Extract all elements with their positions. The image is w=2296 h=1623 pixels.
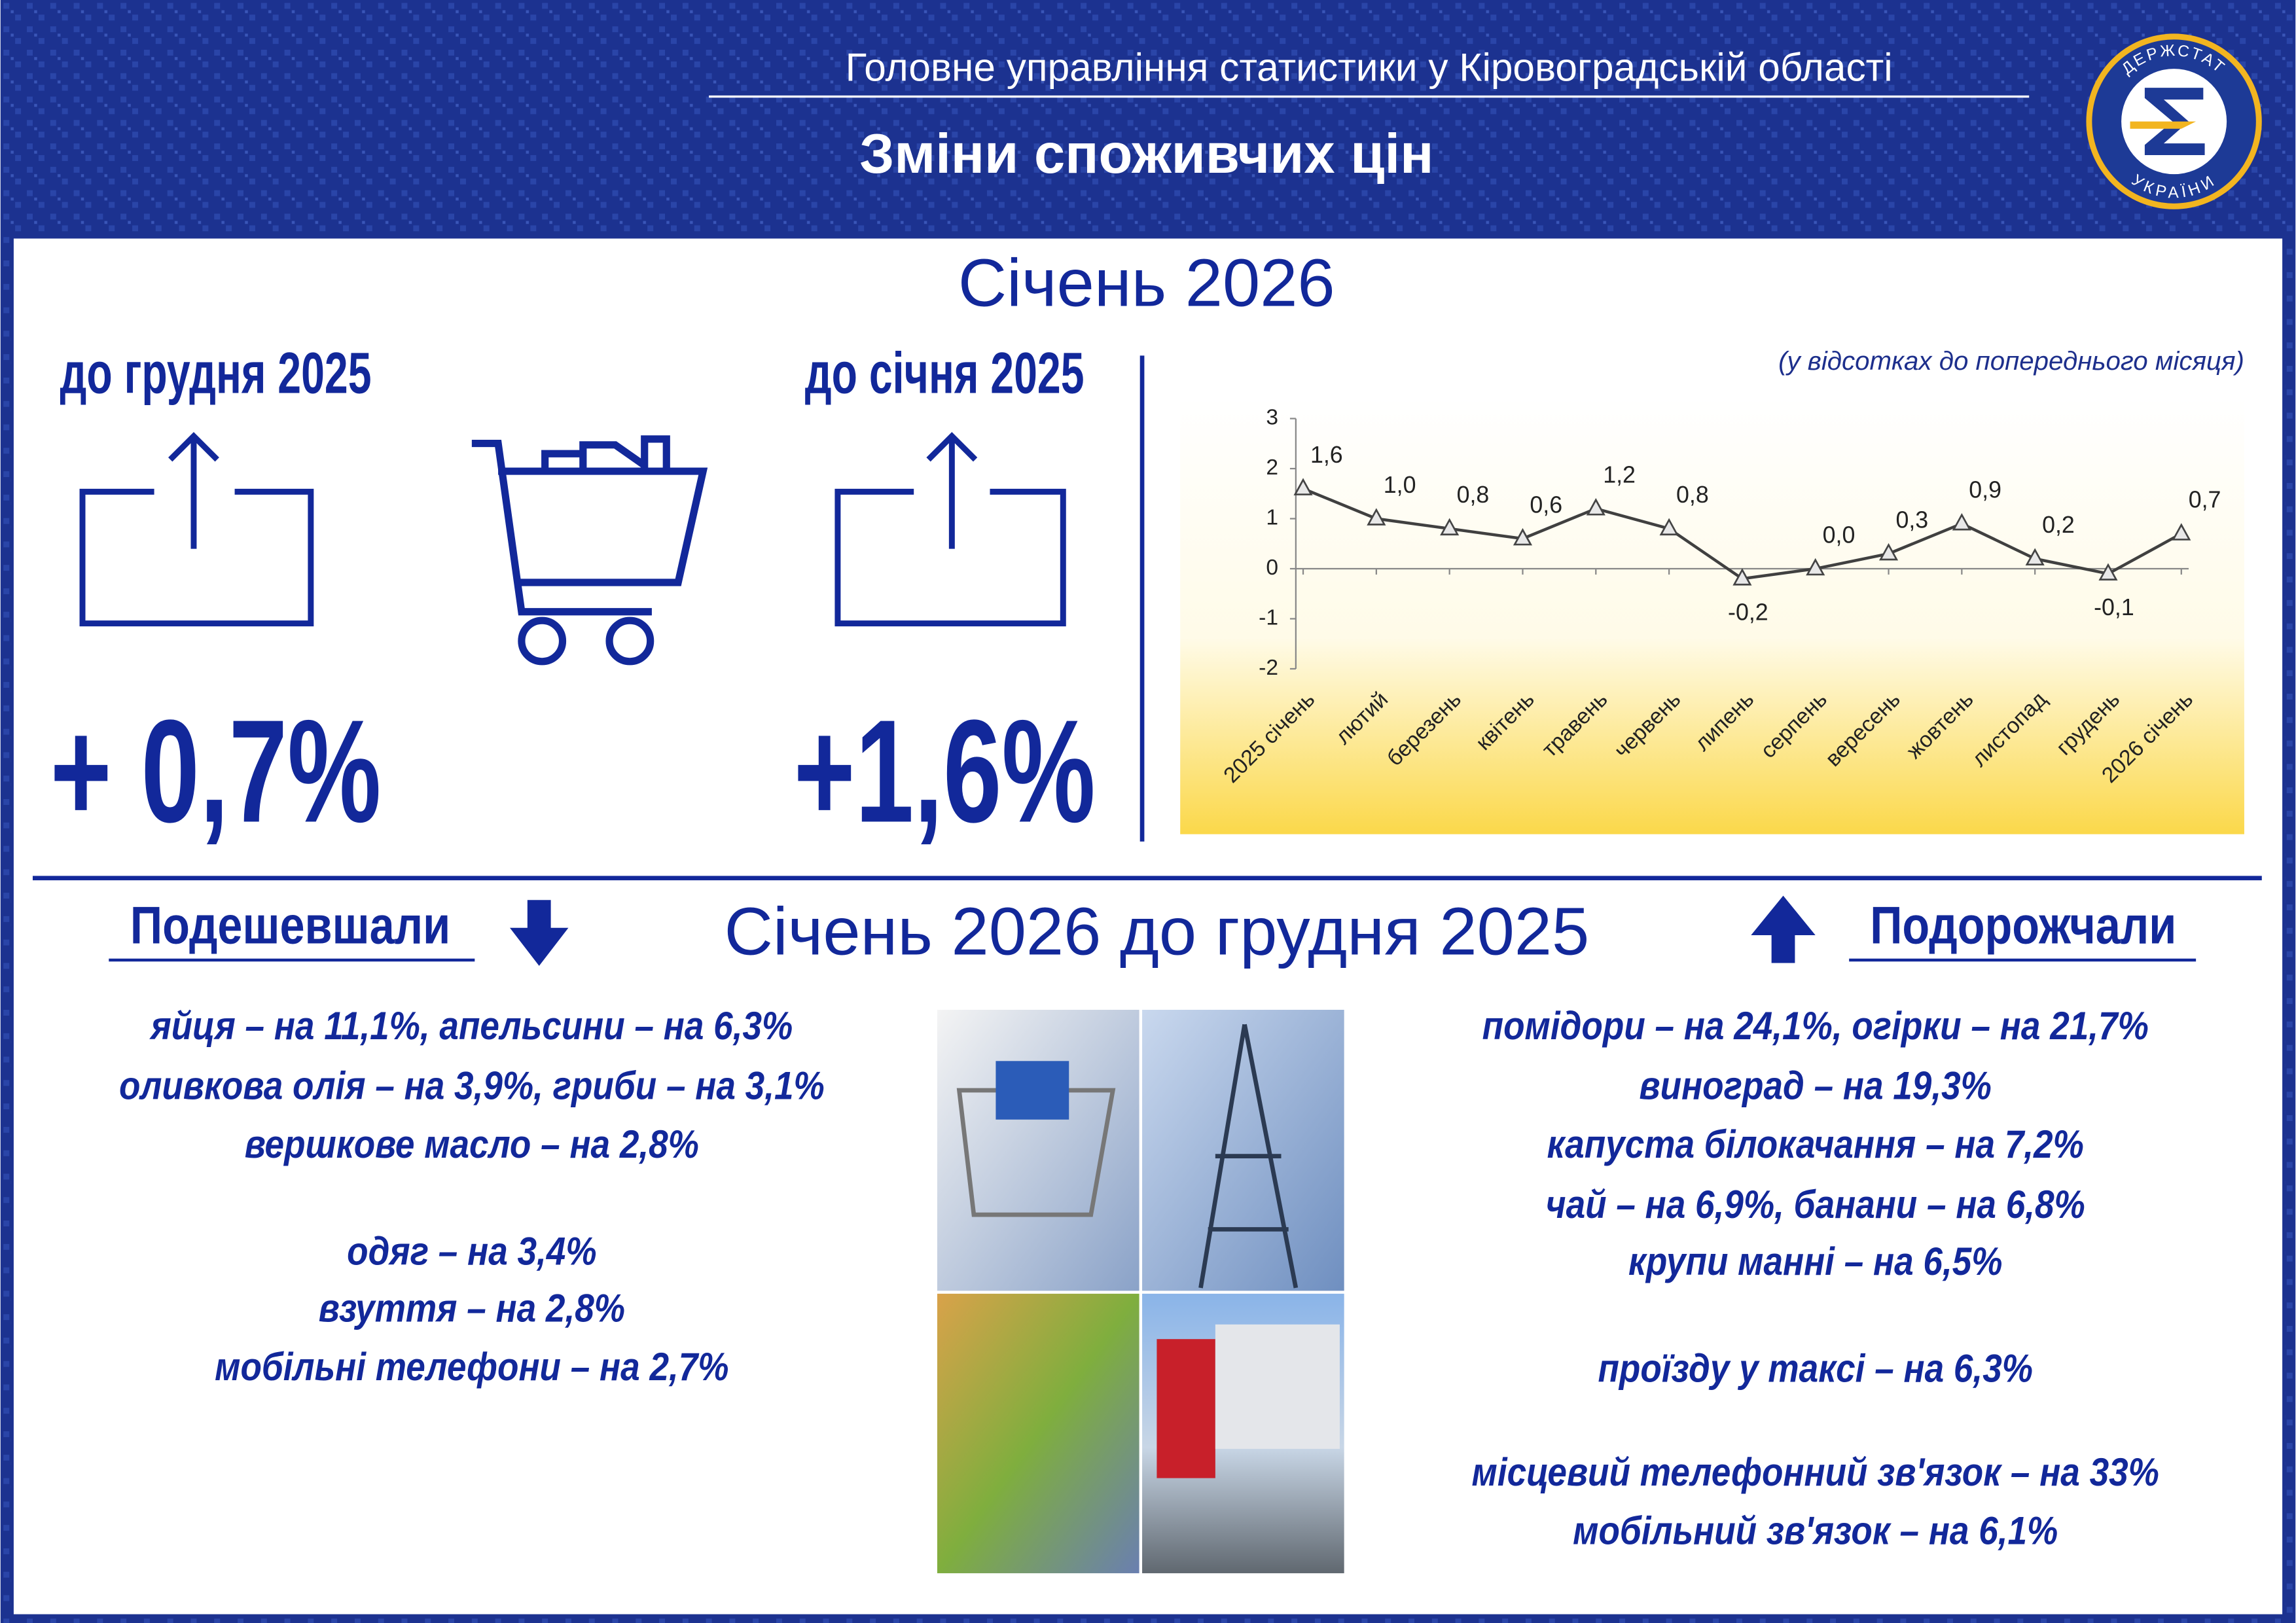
export-icon: [79, 432, 314, 627]
point-marker: [1440, 518, 1460, 536]
header-title: Зміни споживчих цін: [859, 123, 1433, 185]
value-label: 1,0: [1384, 472, 1416, 498]
logo-stripe: [2130, 121, 2197, 129]
y-tick-label: -1: [1259, 605, 1278, 630]
point-marker: [1586, 498, 1605, 516]
point-marker: [2025, 548, 2045, 565]
y-tick-label: -2: [1259, 656, 1278, 680]
photo-collage: [937, 1010, 1344, 1573]
value-label: 0,0: [1823, 522, 1856, 548]
indicator-label: до грудня 2025: [60, 340, 371, 406]
y-tick-label: 1: [1266, 505, 1278, 529]
photo-truck-trailer: [1215, 1324, 1340, 1449]
price-change-item: вершкове масло – на 2,8%: [245, 1123, 699, 1167]
y-tick-label: 0: [1266, 556, 1278, 580]
price-change-item: помідори – на 24,1%, огірки – на 21,7%: [1482, 1005, 2149, 1048]
point-marker: [1513, 527, 1533, 546]
photo-groceries: [937, 1293, 1139, 1573]
photo-truck-cab: [1157, 1339, 1215, 1478]
chart-subtitle: (у відсотках до попереднього місяця): [1778, 346, 2244, 376]
cheaper-heading: Подешевшали: [130, 895, 450, 955]
price-change-item: місцевий телефонний зв'язок – на 33%: [1472, 1451, 2159, 1495]
price-change-item: мобільні телефони – на 2,7%: [215, 1346, 728, 1389]
price-change-item: мобільний зв'язок – на 6,1%: [1573, 1509, 2058, 1553]
price-change-item: капуста білокачання – на 7,2%: [1547, 1123, 2084, 1167]
up-arrow: [1751, 895, 1816, 963]
point-marker: [1732, 568, 1752, 586]
point-marker: [1952, 512, 1971, 531]
price-change-item: взуття – на 2,8%: [319, 1287, 625, 1331]
photo-tower: [1142, 1010, 1344, 1291]
value-label: -0,1: [2094, 594, 2134, 620]
photo-tower-shape: [1198, 1024, 1299, 1289]
price-change-item: виноград – на 19,3%: [1640, 1065, 1992, 1109]
value-label: 0,8: [1457, 482, 1490, 508]
pricier-heading: Подорожчали: [1870, 895, 2176, 955]
value-label: -0,2: [1728, 599, 1768, 625]
value-label: 0,7: [2189, 487, 2221, 513]
y-tick-label: 3: [1266, 405, 1278, 429]
value-label: 0,9: [1969, 476, 2001, 503]
point-marker: [2172, 523, 2191, 541]
point-marker: [1878, 543, 1899, 561]
export-icon: [834, 432, 1066, 627]
logo: ДЕРЖСТАТ УКРАЇНИ: [2086, 33, 2262, 209]
indicator-value: +1,6%: [794, 690, 1096, 853]
value-label: 1,6: [1310, 442, 1343, 468]
price-change-item: одяг – на 3,4%: [347, 1230, 596, 1274]
value-label: 0,6: [1530, 491, 1562, 518]
price-change-item: яйця – на 11,1%, апельсини – на 6,3%: [149, 1005, 793, 1048]
price-change-item: оливкова олія – на 3,9%, гриби – на 3,1%: [119, 1065, 825, 1109]
point-marker: [1293, 478, 1313, 495]
price-change-item: крупи манні – на 6,5%: [1628, 1240, 2003, 1284]
value-label: 0,2: [2042, 512, 2075, 538]
point-marker: [1659, 518, 1679, 536]
photo-cart: [937, 1010, 1139, 1291]
value-label: 0,3: [1895, 507, 1928, 533]
logo-sigma: [2144, 88, 2205, 156]
y-tick-label: 2: [1266, 455, 1278, 480]
value-label: 0,8: [1676, 482, 1709, 508]
period: Січень 2026: [958, 245, 1335, 321]
down-arrow: [509, 900, 569, 966]
chart-background: [1180, 398, 2244, 834]
organization: Головне управління статистики у Кіровогр…: [846, 45, 1893, 89]
comparison-title: Січень 2026 до грудня 2025: [725, 893, 1590, 969]
indicator-value: + 0,7%: [50, 690, 382, 853]
value-label: 1,2: [1603, 461, 1636, 488]
cart-icon: [471, 435, 708, 666]
photo-device: [996, 1061, 1069, 1120]
indicator-label: до січня 2025: [805, 340, 1085, 406]
point-marker: [1806, 558, 1825, 576]
price-change-item: чай – на 6,9%, банани – на 6,8%: [1546, 1183, 2085, 1227]
price-change-item: проїзду у таксі – на 6,3%: [1598, 1347, 2032, 1391]
point-marker: [1367, 508, 1386, 526]
point-marker: [2098, 563, 2118, 580]
